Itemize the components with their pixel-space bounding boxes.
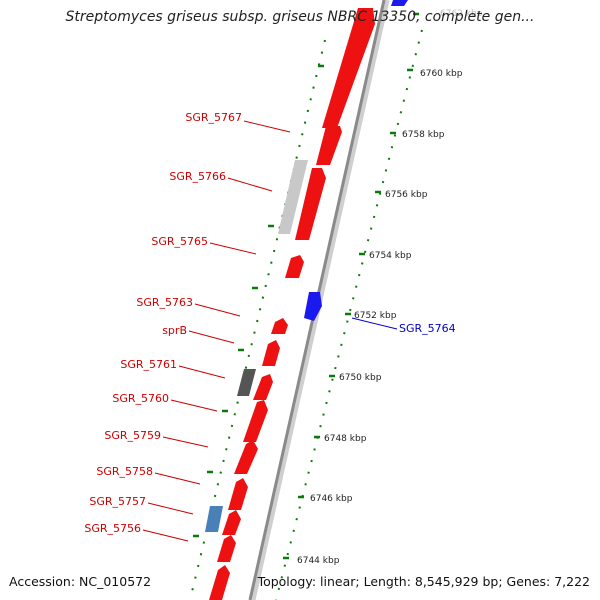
gene-label-sgr-5758[interactable]: SGR_5758 [96,465,153,478]
gene-feature-sgr-5764[interactable] [304,292,322,321]
gene-feature-top-blue[interactable] [391,0,408,6]
topology-summary: Topology: linear; Length: 8,545,929 bp; … [257,574,590,589]
gene-label-sgr-5767[interactable]: SGR_5767 [185,111,242,124]
scale-label-6754: 6754 kbp [369,251,412,261]
gene-label-sgr-5759[interactable]: SGR_5759 [104,429,161,442]
gene-feature-sgr-5761-gray[interactable] [237,369,256,396]
gene-label-sgr-5756[interactable]: SGR_5756 [84,522,141,535]
gene-feature-sgr-5758[interactable] [228,478,248,510]
gene-feature-top[interactable] [322,8,375,128]
gene-feature-sgr-5757-blue[interactable] [205,506,223,532]
gene-feature-sgr-5761[interactable] [253,374,273,400]
gene-feature-sgr-5763[interactable] [271,318,288,334]
gene-feature-bottom[interactable] [209,565,230,600]
major-ticks-left [193,64,324,538]
gene-feature-sgr-5767[interactable] [316,126,342,165]
gene-label-sprb[interactable]: sprB [162,324,187,337]
gene-feature-sgr-5759[interactable] [234,440,258,474]
scale-label-6752: 6752 kbp [354,311,397,321]
gene-feature-sgr-5765[interactable] [285,255,304,278]
gene-label-sgr-5760[interactable]: SGR_5760 [112,392,169,405]
scale-label-6760: 6760 kbp [420,69,463,79]
gene-feature-sgr-5760[interactable] [243,400,268,442]
scale-label-6758: 6758 kbp [402,130,445,140]
gene-label-sgr-5764[interactable]: SGR_5764 [399,322,456,335]
major-ticks-right [283,12,419,560]
gene-feature-sgr-5756[interactable] [217,535,236,562]
gene-feature-sgr-5757[interactable] [222,510,241,535]
scale-label-6746: 6746 kbp [310,494,353,504]
scale-labels: 6744 kbp 6746 kbp 6748 kbp 6750 kbp 6752… [297,9,483,566]
label-leader-lines [142,120,291,542]
label-leader-line-sgr-5764 [351,317,398,330]
gene-label-sgr-5757[interactable]: SGR_5757 [89,495,146,508]
gene-label-sgr-5766[interactable]: SGR_5766 [169,170,226,183]
gene-labels-left: SGR_5767 SGR_5766 SGR_5765 SGR_5763 sprB… [84,111,242,535]
gene-feature-sgr-5766-gray[interactable] [278,160,308,234]
gene-feature-sprb[interactable] [262,340,280,366]
gene-label-sgr-5765[interactable]: SGR_5765 [151,235,208,248]
scale-label-6748: 6748 kbp [324,434,367,444]
gene-features [205,0,408,600]
scale-label-6762: 6762 kbp [440,9,483,19]
scale-label-6744: 6744 kbp [297,556,340,566]
gene-feature-sgr-5766[interactable] [295,168,326,240]
accession-text: Accession: NC_010572 [9,574,152,589]
scale-label-6756: 6756 kbp [385,190,428,200]
map-title: Streptomyces griseus subsp. griseus NBRC… [65,9,535,25]
scale-label-6750: 6750 kbp [339,373,382,383]
gene-label-sgr-5763[interactable]: SGR_5763 [136,296,193,309]
gene-label-sgr-5761[interactable]: SGR_5761 [120,358,177,371]
